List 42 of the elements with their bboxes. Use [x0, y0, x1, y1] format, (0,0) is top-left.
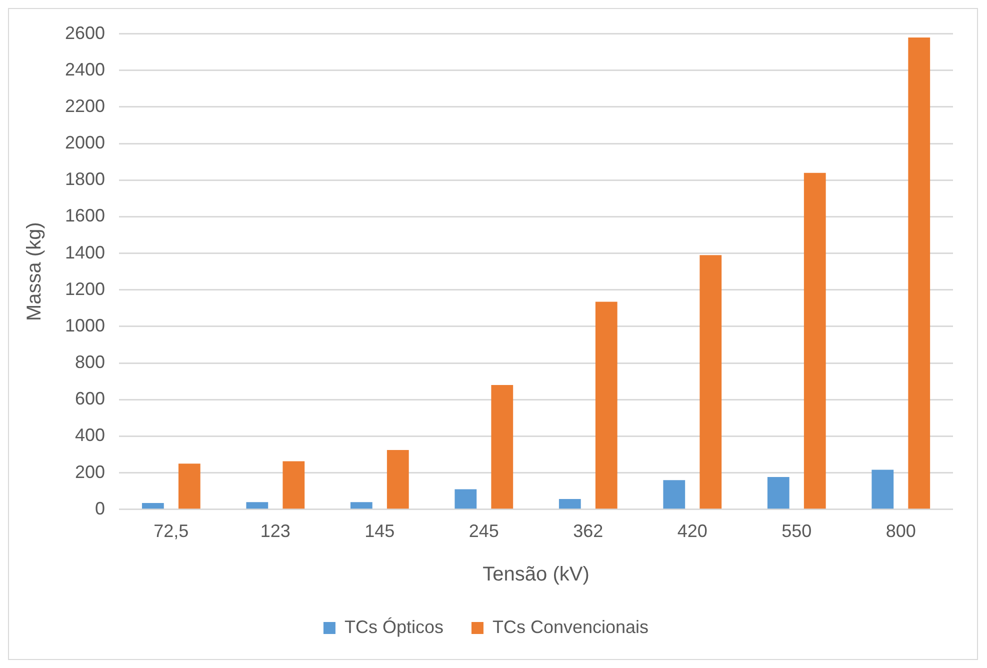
y-tick-label: 600 — [74, 388, 106, 409]
y-tick-label: 2000 — [64, 132, 106, 153]
x-tick-label: 362 — [573, 521, 604, 542]
bar — [454, 489, 477, 509]
bar — [142, 503, 164, 509]
y-tick-label: 2400 — [64, 59, 106, 80]
y-tick-label: 1200 — [64, 278, 106, 299]
bar — [178, 464, 200, 509]
bar — [386, 450, 409, 509]
bar — [700, 255, 722, 509]
y-tick-label: 2200 — [64, 96, 106, 116]
bar — [282, 461, 305, 509]
y-tick-label: 1000 — [64, 315, 106, 336]
legend-label: TCs Ópticos — [344, 616, 444, 637]
y-tick-label: 0 — [95, 498, 106, 518]
y-axis-title: Massa (kg) — [24, 222, 46, 322]
x-tick-label: 123 — [260, 521, 290, 542]
y-tick-label: 1600 — [64, 206, 106, 226]
y-tick-label: 1400 — [64, 242, 106, 262]
x-tick-label: 800 — [886, 521, 916, 542]
x-tick-label: 245 — [468, 521, 499, 542]
x-tick-label: 550 — [782, 521, 812, 542]
legend-label: TCs Convencionais — [492, 616, 649, 637]
bar — [908, 37, 930, 509]
bar — [804, 172, 826, 509]
bar — [246, 502, 268, 509]
bar — [558, 498, 581, 509]
bar — [350, 502, 372, 509]
y-tick-label: 1800 — [64, 169, 106, 190]
bar — [767, 477, 790, 509]
bar — [663, 480, 686, 509]
y-tick-label: 800 — [74, 352, 106, 372]
bar — [491, 385, 514, 509]
x-tick-label: 145 — [364, 521, 395, 542]
x-tick-label: 72,5 — [154, 521, 189, 542]
bar — [595, 302, 618, 509]
y-tick-label: 200 — [74, 462, 106, 482]
y-tick-label: 2600 — [64, 22, 106, 43]
x-tick-label: 420 — [677, 521, 708, 542]
x-axis-title: Tensão (kV) — [482, 564, 590, 586]
y-tick-label: 400 — [74, 425, 106, 446]
bar — [872, 470, 894, 509]
